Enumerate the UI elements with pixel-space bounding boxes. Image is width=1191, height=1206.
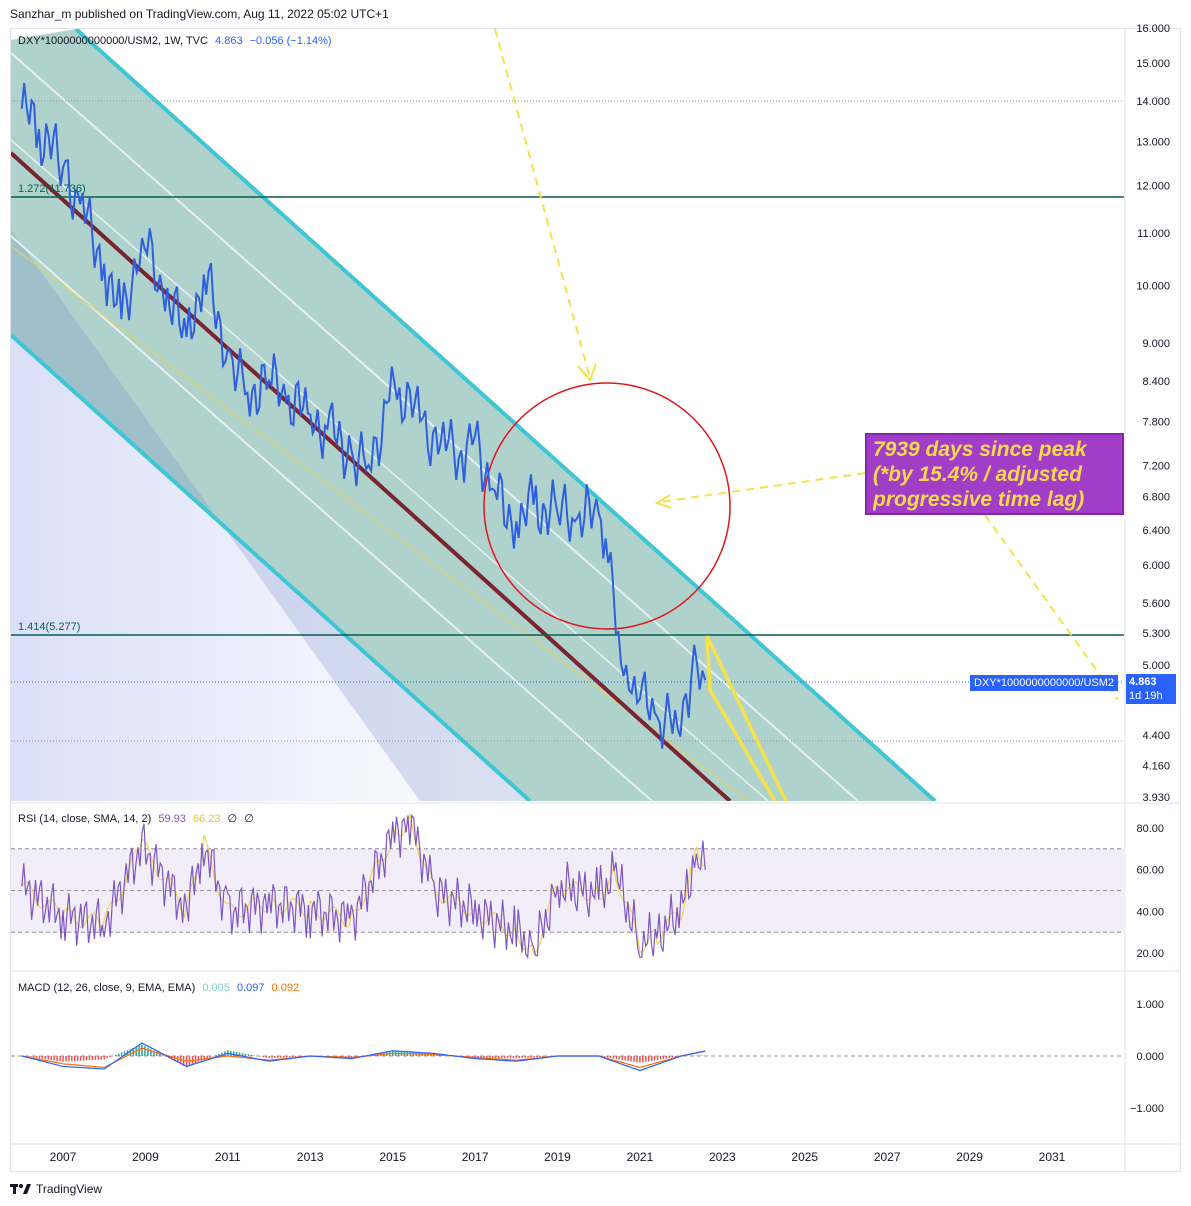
publisher-line: Sanzhar_m published on TradingView.com, … (10, 7, 389, 21)
arrow-head-left (654, 494, 672, 509)
dashed-arrow-down (494, 29, 591, 379)
fib-label-1272: 1.272(11.736) (18, 183, 86, 195)
macd-legend-macd: 0.097 (236, 982, 265, 994)
price-axis-label: 14.000 (1136, 96, 1170, 108)
price-axis: 16.000 15.000 14.000 13.000 12.000 11.000 10.0… (1136, 23, 1170, 804)
highlight-circle (483, 382, 731, 630)
rsi-legend-value: 59.93 (158, 813, 186, 825)
macd-axis-label: −1.000 (1130, 1103, 1164, 1115)
price-axis-label: 11.000 (1137, 228, 1170, 240)
last-price-value: 4.863 (1129, 676, 1157, 688)
time-axis-label: 2011 (215, 1150, 241, 1164)
rsi-axis-label: 40.00 (1136, 906, 1164, 918)
rsi-axis-label: 20.00 (1136, 948, 1164, 960)
time-axis-label: 2013 (297, 1150, 324, 1164)
time-axis-label: 2009 (132, 1150, 159, 1164)
time-axis-label: 2029 (956, 1150, 983, 1164)
rsi-axis-label: 80.00 (1136, 823, 1164, 835)
rsi-legend-x2: ∅ (244, 813, 254, 825)
rsi-legend-x1: ∅ (227, 813, 238, 825)
time-axis-label: 2017 (462, 1150, 489, 1164)
footer-brand[interactable]: TradingView (10, 1182, 102, 1196)
price-line (20, 82, 707, 749)
dashed-line-right (984, 514, 1119, 701)
time-axis-label: 2027 (874, 1150, 901, 1164)
main-legend[interactable]: DXY*1000000000000/USM2, 1W, TVC 4.863 −0… (18, 35, 336, 47)
time-axis-label: 2025 (791, 1150, 818, 1164)
price-axis-label: 5.300 (1142, 628, 1170, 640)
rsi-series (21, 813, 706, 960)
rsi-legend-title: RSI (14, close, SMA, 14, 2) (18, 813, 152, 825)
macd-legend[interactable]: MACD (12, 26, close, 9, EMA, EMA) 0.005 … (18, 982, 303, 994)
price-axis-label: 13.000 (1136, 137, 1170, 149)
price-axis-label: 6.800 (1142, 492, 1170, 504)
macd-axis-label: 0.000 (1136, 1051, 1164, 1063)
time-axis-label: 2007 (50, 1150, 77, 1164)
channel-lower-line (11, 333, 532, 801)
projection-line-2 (705, 635, 788, 801)
arrow-head-down (577, 363, 597, 382)
footer-brand-label: TradingView (36, 1182, 103, 1196)
time-axis-label: 2019 (544, 1150, 571, 1164)
annotation-line-3: progressive time lag) (873, 488, 1085, 511)
price-axis-label: 10.000 (1136, 280, 1170, 292)
annotation-box[interactable]: 7939 days since peak (*by 15.4% / adjust… (865, 433, 1124, 515)
projection-lines (705, 635, 777, 801)
macd-axis-label: 1.000 (1136, 999, 1164, 1011)
channel-upper-line (74, 29, 937, 801)
channel-fill (11, 29, 935, 801)
price-series (20, 82, 707, 749)
last-price-tag: 4.863 1d 19h (1126, 674, 1176, 704)
macd-line (21, 1042, 706, 1072)
time-axis-label: 2031 (1039, 1150, 1066, 1164)
fib-label-1414: 1.414(5.277) (18, 621, 81, 633)
rsi-legend-sma: 66.23 (192, 813, 221, 825)
macd-axis: 1.000 0.000 −1.000 (1130, 999, 1164, 1115)
price-axis-label: 7.800 (1142, 416, 1170, 428)
channel-median-line (11, 151, 732, 801)
rsi-line (21, 813, 706, 960)
annotation-line-2: (*by 15.4% / adjusted (873, 463, 1082, 486)
price-axis-label: 7.200 (1142, 460, 1170, 472)
dashed-arrow-left (659, 472, 866, 503)
annotation-line-1: 7939 days since peak (873, 438, 1087, 461)
price-axis-label: 8.400 (1142, 376, 1170, 388)
time-axis-label: 2015 (379, 1150, 406, 1164)
price-axis-label: 6.000 (1142, 560, 1170, 572)
symbol-price-tag: DXY*1000000000000/USM2 (970, 675, 1119, 691)
macd-legend-hist: 0.005 (202, 982, 230, 994)
bar-countdown: 1d 19h (1129, 690, 1163, 702)
macd-series (11, 1042, 1124, 1072)
price-axis-label: 9.000 (1142, 338, 1170, 350)
time-axis-label: 2021 (627, 1150, 654, 1164)
price-axis-label: 4.400 (1142, 730, 1170, 742)
price-axis-label: 16.000 (1136, 23, 1170, 35)
price-axis-label: 4.160 (1142, 761, 1170, 773)
chart-frame (10, 28, 1181, 1172)
channel-inner-line-3 (11, 235, 653, 801)
time-axis: 2007 2009 2011 2013 2015 2017 2019 2021 2023 2025… (50, 1150, 1066, 1164)
macd-legend-title: MACD (12, 26, close, 9, EMA, EMA) (18, 982, 196, 994)
main-legend-change: −0.056 (−1.14%) (249, 35, 332, 47)
tradingview-logo-icon (10, 1184, 31, 1194)
price-axis-label: 6.400 (1142, 525, 1170, 537)
main-legend-symbol: DXY*1000000000000/USM2, 1W, TVC (18, 35, 208, 47)
rsi-legend[interactable]: RSI (14, close, SMA, 14, 2) 59.93 66.23 … (18, 812, 258, 825)
price-axis-label: 15.000 (1136, 58, 1170, 70)
price-axis-label: 3.930 (1142, 792, 1170, 804)
macd-legend-signal: 0.092 (271, 982, 300, 994)
price-axis-label: 12.000 (1136, 180, 1170, 192)
rsi-axis: 80.00 60.00 40.00 20.00 (1136, 823, 1164, 960)
price-axis-label: 5.000 (1142, 660, 1170, 672)
rsi-axis-label: 60.00 (1136, 865, 1164, 877)
time-axis-label: 2023 (709, 1150, 736, 1164)
price-axis-label: 5.600 (1142, 598, 1170, 610)
main-legend-last: 4.863 (215, 35, 243, 47)
